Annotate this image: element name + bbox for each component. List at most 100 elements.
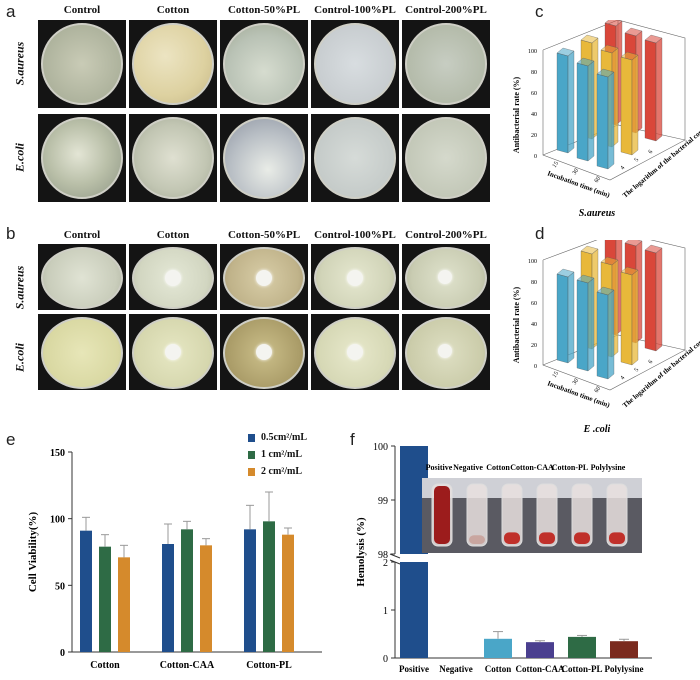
plate-col-header: Control <box>63 4 101 16</box>
chart-f-bar <box>610 641 638 658</box>
petri-dish-photo <box>129 20 217 108</box>
plate-col-header: Cotton <box>156 4 190 16</box>
panel-label-b: b <box>6 224 16 243</box>
legend-item: 2 cm²/mL <box>248 466 302 477</box>
chart-d: 0 20 40 60 80 100 Antibacterial rate (%)… <box>512 240 700 435</box>
chart-e-bar <box>263 521 275 652</box>
chart-d-ztick: 15 <box>552 371 560 379</box>
petri-dish-photo <box>38 20 126 108</box>
fabric-sample <box>438 344 452 358</box>
chart-c-caption: S.aureus <box>579 208 616 219</box>
plate-col-header: Cotton <box>156 229 190 241</box>
chart-e-xtick: Cotton-CAA <box>160 660 215 671</box>
petri-dish-photo <box>311 314 399 390</box>
legend-label: 0.5cm²/mL <box>261 432 308 443</box>
chart-bar-top <box>580 34 599 44</box>
chart-f-bar <box>568 636 596 658</box>
chart-f-xtick: Negative <box>439 664 473 674</box>
chart-d-ytick: 40 <box>531 322 537 328</box>
plate-col-header: Cotton-50%PL <box>227 4 301 16</box>
fabric-sample <box>256 344 272 360</box>
chart-c-ytick: 80 <box>531 70 537 76</box>
chart-e-xtick: Cotton <box>90 660 120 671</box>
chart-c-bars <box>556 20 663 170</box>
plate-col-header: Control-100%PL <box>314 229 396 241</box>
panel-label-f: f <box>350 430 355 449</box>
chart-d-zlabel: Antibacterial rate (%) <box>512 286 521 363</box>
legend-swatch <box>248 450 255 459</box>
panel-label-c: c <box>535 2 544 21</box>
chart-f-bar <box>526 642 554 658</box>
chart-bar-top <box>600 256 619 266</box>
chart-e-bar <box>162 544 174 652</box>
plate-row-header: E.coli <box>12 143 27 172</box>
legend-swatch <box>248 467 255 476</box>
chart-bar-side <box>587 60 595 162</box>
chart-d-xlabel: Incubation time (min) <box>546 379 611 409</box>
chart-bar-top <box>624 27 643 37</box>
chart-f-ytick: 98 <box>378 550 388 561</box>
chart-c-bar <box>644 249 657 352</box>
chart-f-ytick: 0 <box>383 654 388 665</box>
test-tube <box>466 483 488 547</box>
chart-f-ytick: 100 <box>373 442 388 453</box>
chart-d-ztick: 60 <box>594 386 602 394</box>
test-tube <box>571 483 593 547</box>
chart-c-ztick: 30 <box>572 168 580 176</box>
test-tube <box>606 483 628 547</box>
chart-bar-top <box>644 34 663 44</box>
chart-e-bar <box>118 557 130 652</box>
plate-row-header: E.coli <box>12 343 27 372</box>
plate-col-header: Cotton-50%PL <box>227 229 301 241</box>
petri-dish-photo <box>311 20 399 108</box>
plate-row-header: S.aureus <box>12 265 27 310</box>
chart-c-xtick: 5 <box>634 157 641 163</box>
chart-c-bar <box>620 271 633 366</box>
chart-d-bars <box>556 240 663 380</box>
chart-c: 0 20 40 60 80 100 Antibacterial rate (%)… <box>512 20 700 219</box>
petri-dish-photo <box>38 314 126 390</box>
petri-dish-photo <box>38 244 126 310</box>
fabric-sample <box>347 344 363 360</box>
chart-f-ytick: 2 <box>383 558 388 569</box>
legend-item: 1 cm²/mL <box>248 449 302 460</box>
chart-c-bar <box>620 56 633 156</box>
inset-label: Cotton-CAA <box>510 463 554 472</box>
chart-c-bar <box>576 62 589 162</box>
chart-bar-side <box>567 50 575 154</box>
chart-d-xtick: 4 <box>620 375 627 381</box>
chart-e-ytick: 100 <box>50 515 65 526</box>
chart-c-xlabel: Incubation time (min) <box>546 169 611 199</box>
petri-dish-photo <box>402 314 490 390</box>
chart-bar-top <box>556 47 575 57</box>
plate-col-header: Control-200%PL <box>405 229 487 241</box>
test-tube <box>536 483 558 547</box>
petri-dish-photo <box>220 244 308 310</box>
chart-e-ytick: 150 <box>50 448 65 459</box>
chart-d-ztick: 30 <box>572 378 580 386</box>
plate-row-header: S.aureus <box>12 41 27 86</box>
chart-d-ytick: 0 <box>534 364 537 370</box>
chart-c-zlabel: Antibacterial rate (%) <box>512 76 521 153</box>
inset-label: Polylysine <box>591 463 626 472</box>
inset-label: Negative <box>453 463 483 472</box>
tube-content <box>574 532 590 544</box>
chart-e-ylabel: Cell Viability(%) <box>27 511 39 592</box>
chart-f-xtick: Cotton-PL <box>562 664 603 674</box>
panel-label-a: a <box>6 2 16 21</box>
inset-label: Positive <box>426 463 453 472</box>
chart-e-axes <box>71 452 322 653</box>
fabric-sample <box>165 344 181 360</box>
chart-c-bar <box>556 52 569 154</box>
chart-c-ztick: 15 <box>552 161 560 169</box>
hemolysis-tubes-photo <box>422 478 642 553</box>
panel-label-d: d <box>535 224 545 243</box>
chart-f-xtick: Positive <box>399 664 429 674</box>
chart-bar-top <box>576 57 595 67</box>
chart-bar-top <box>576 274 595 284</box>
petri-dish-photo <box>311 114 399 202</box>
petri-dish-photo <box>129 114 217 202</box>
chart-c-xtick: 6 <box>648 149 655 155</box>
legend-item: 0.5cm²/mL <box>248 432 307 443</box>
